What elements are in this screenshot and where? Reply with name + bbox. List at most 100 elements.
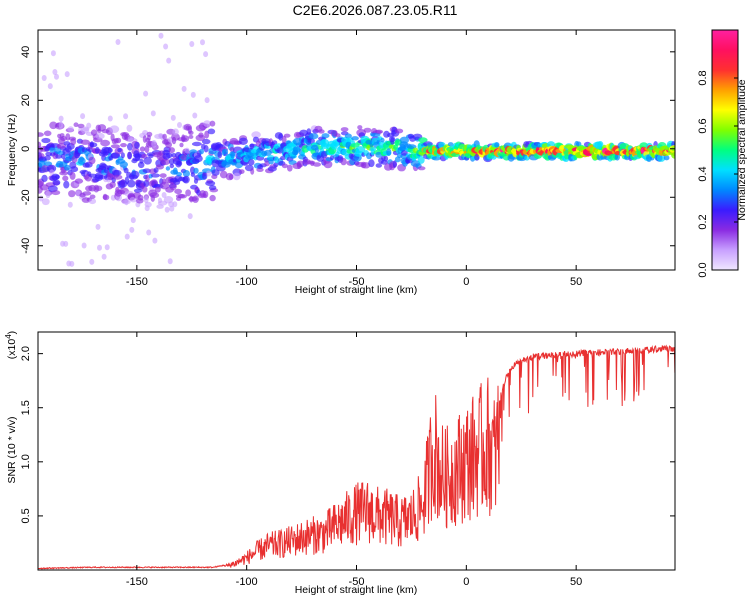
spectrogram-cell (74, 178, 84, 184)
spectrogram-cell (374, 129, 384, 134)
spectrogram-cell (177, 122, 182, 128)
spectrogram-cell (176, 161, 183, 166)
spectrogram-cell (142, 168, 151, 173)
spectrogram-cell (89, 142, 98, 148)
spectrogram-cell (189, 41, 195, 47)
spectrogram-cell (165, 141, 173, 148)
colorbar-tick-label: 0.0 (697, 262, 709, 277)
spectrogram-cell (123, 113, 129, 120)
spectrogram-cell (47, 83, 53, 90)
spectrogram-cell (134, 141, 140, 149)
spectrogram-cell (168, 147, 175, 154)
spectrogram-cell (198, 132, 204, 138)
spectrogram-cell (238, 137, 248, 145)
snr-y-tick-label: 1.5 (20, 400, 32, 415)
spectrogram-cell (247, 159, 255, 166)
spectrogram-cell (88, 156, 96, 165)
spectrogram-cell (165, 166, 171, 171)
spectrogram-y-tick-label: -40 (20, 238, 32, 254)
spectrogram-y-label: Frequency (Hz) (6, 114, 18, 186)
spectrogram-cell (296, 161, 302, 169)
spectrogram-cell (228, 174, 234, 180)
spectrogram-cell (351, 136, 359, 141)
spectrogram-cell (163, 43, 169, 50)
spectrogram-cell (67, 126, 74, 132)
spectrogram-cell (181, 135, 190, 143)
spectrogram-cell (170, 114, 176, 121)
snr-y-ticks: 0.5 1.0 1.5 2.0 (20, 346, 675, 524)
spectrogram-cell (41, 75, 47, 81)
spectrogram-x-label: Height of straight line (km) (295, 284, 418, 296)
spectrogram-x-tick-label: -50 (349, 276, 365, 288)
spectrogram-x-tick-label: 0 (463, 276, 469, 288)
spectrogram-cell (70, 166, 79, 173)
spectrogram-cell (75, 190, 81, 197)
spectrogram-cell (177, 194, 187, 199)
spectrogram-cell (203, 120, 212, 127)
spectrogram-cell (97, 244, 102, 251)
spectrogram-cell (58, 121, 64, 129)
spectrogram-cell (120, 152, 125, 159)
spectrogram-cell (392, 160, 397, 168)
spectrogram-cell (281, 163, 288, 169)
spectrogram-cell (192, 112, 198, 119)
spectrogram-cell (181, 85, 187, 92)
spectrogram-cell (389, 136, 396, 143)
spectrogram-cell (185, 189, 192, 197)
spectrogram-y-tick-label: -20 (20, 189, 32, 205)
spectrogram-cell (491, 155, 497, 160)
spectrogram-cell (209, 194, 216, 202)
spectrogram-cell (187, 213, 193, 220)
snr-x-tick-label: 0 (463, 576, 469, 588)
spectrogram-cell (219, 170, 228, 179)
spectrogram-cell (172, 167, 178, 175)
spectrogram-cell (88, 198, 97, 205)
spectrogram-cell (139, 146, 146, 152)
spectrogram-cell (63, 180, 70, 189)
colorbar: 0.0 0.2 0.4 0.6 0.8 Normalized spectral ampl… (697, 29, 748, 278)
spectrogram-cell (205, 180, 216, 186)
spectrogram-cell (154, 186, 161, 193)
snr-series-line (38, 344, 675, 570)
spectrogram-cell (70, 138, 77, 146)
spectrogram-cell (494, 142, 500, 148)
spectrogram-cell (202, 190, 209, 199)
snr-y-scale-base: (x10 (6, 339, 18, 360)
spectrogram-cell (64, 71, 70, 78)
spectrogram-cell (150, 194, 155, 202)
snr-y-tick-label: 1.0 (20, 454, 32, 469)
spectrogram-cell (44, 155, 51, 161)
colorbar-gradient (711, 29, 739, 271)
spectrogram-cell (169, 205, 175, 212)
spectrogram-cell (417, 166, 426, 171)
spectrogram-cell (383, 155, 389, 162)
spectrogram-cell (107, 146, 112, 155)
spectrogram-cell (281, 135, 287, 144)
spectrogram-cell (69, 171, 76, 180)
spectrogram-cell (104, 244, 110, 251)
snr-x-tick-label: -100 (236, 576, 258, 588)
spectrogram-cell (68, 190, 76, 198)
spectrogram-cell (273, 162, 279, 168)
spectrogram-cell (160, 158, 171, 165)
snr-y-label: SNR (10 * v/v) (6, 416, 18, 483)
spectrogram-y-tick-label: 40 (20, 46, 32, 58)
spectrogram-cell (209, 120, 216, 127)
spectrogram-cell (143, 157, 152, 165)
spectrogram-cell (115, 39, 121, 45)
spectrogram-cell (62, 175, 69, 182)
spectrogram-cell (137, 161, 145, 169)
spectrogram-cell (323, 160, 333, 169)
spectrogram-cell (363, 127, 372, 133)
spectrogram-cell (144, 201, 152, 208)
spectrogram-cell (564, 144, 574, 149)
spectrogram-cell (211, 169, 220, 176)
spectrogram-cell (95, 223, 101, 230)
spectrogram-cell (100, 164, 108, 169)
spectrogram-cell (143, 195, 149, 204)
spectrogram-cell (45, 191, 51, 199)
spectrogram-cell (395, 128, 404, 134)
spectrogram-cell (115, 137, 122, 144)
spectrogram-cell (344, 133, 352, 139)
